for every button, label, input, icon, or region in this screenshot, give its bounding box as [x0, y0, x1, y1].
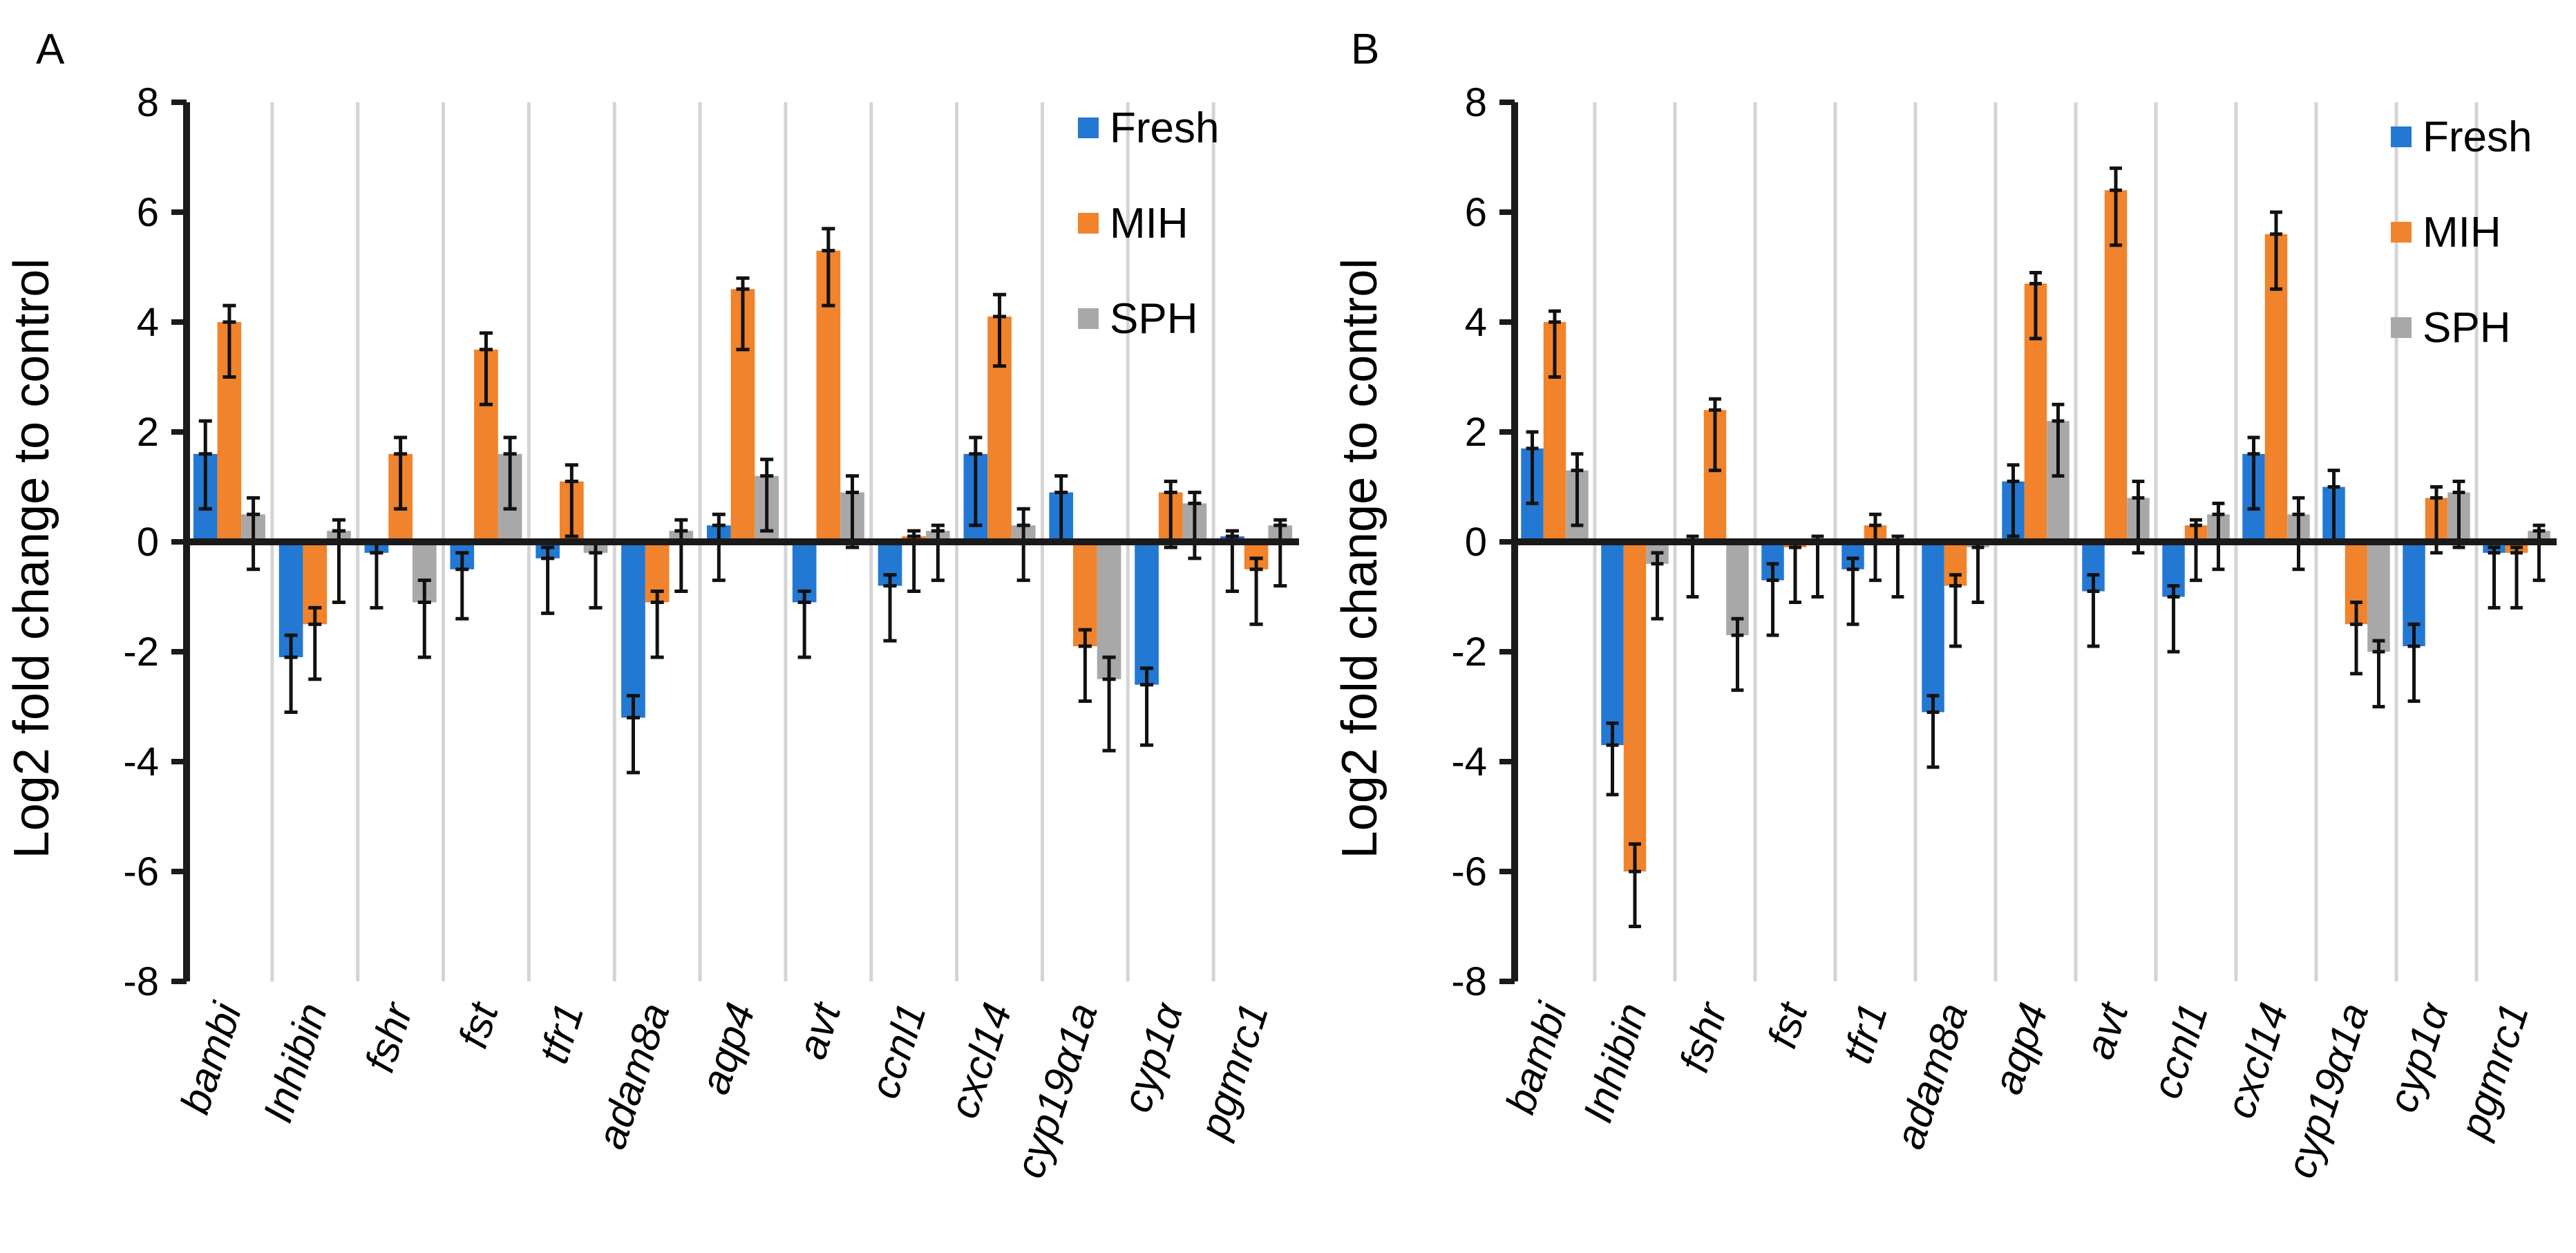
legend-label-mih: MIH — [1110, 200, 1188, 247]
x-category-label: bambi — [171, 997, 251, 1120]
y-tick-label: -6 — [1451, 849, 1487, 894]
bar-sph-cyp19α1a — [2367, 542, 2390, 652]
legend-label-sph: SPH — [1110, 295, 1197, 343]
y-axis-label: Log2 fold change to control — [1332, 258, 1388, 859]
x-category-label: avt — [2076, 996, 2137, 1064]
legend-swatch-fresh — [1078, 117, 1099, 138]
x-category-label: cyp1α — [1113, 997, 1192, 1118]
x-category-label: fst — [1759, 996, 1817, 1053]
legend-swatch-sph — [2391, 317, 2412, 338]
legend-swatch-mih — [1078, 213, 1099, 234]
y-tick-label: 4 — [137, 300, 159, 345]
y-tick-label: 4 — [1465, 300, 1487, 345]
x-category-label: fst — [450, 996, 508, 1053]
y-tick-label: 6 — [137, 190, 159, 235]
y-tick-label: 0 — [1465, 520, 1487, 565]
x-category-label: avt — [788, 996, 850, 1064]
x-category-label: aqp4 — [1984, 997, 2056, 1100]
legend-label-mih: MIH — [2423, 209, 2501, 256]
y-tick-label: 6 — [1465, 190, 1487, 235]
x-category-label: ccnl1 — [2143, 997, 2217, 1104]
y-tick-label: -4 — [1451, 739, 1487, 784]
panel-label: A — [36, 26, 65, 73]
bar-mih-Inhibin — [1623, 542, 1647, 872]
legend-swatch-mih — [2391, 222, 2412, 243]
legend-swatch-fresh — [2391, 126, 2412, 147]
x-category-label: tfr1 — [530, 997, 593, 1068]
x-category-label: bambi — [1497, 997, 1576, 1120]
x-category-label: tfr1 — [1834, 997, 1897, 1068]
legend-label-fresh: Fresh — [2423, 113, 2532, 161]
legend-label-fresh: Fresh — [1110, 104, 1219, 152]
x-category-label: adam8a — [588, 997, 679, 1154]
x-category-label: ccnl1 — [861, 997, 935, 1104]
x-category-label: Inhibin — [254, 997, 336, 1128]
x-category-label: pgmrc1 — [2450, 997, 2537, 1144]
x-category-label: cxcl14 — [940, 997, 1021, 1123]
chart-panel-B: B 8 6 4 2 0 -2 -4 -6 -8 Log2 fold change to contro… — [1332, 26, 2557, 1183]
y-tick-label: -4 — [123, 739, 159, 784]
x-category-label: cyp19α1a — [1006, 997, 1106, 1183]
panel-label: B — [1351, 26, 1379, 73]
bar-fresh-cyp1α — [1135, 542, 1159, 685]
bar-mih-avt — [2104, 190, 2128, 542]
y-tick-label: 0 — [137, 520, 159, 565]
y-tick-label: -2 — [1451, 630, 1487, 675]
x-category-label: fshr — [356, 996, 422, 1077]
x-category-label: Inhibin — [1574, 997, 1656, 1128]
y-tick-label: 8 — [1465, 80, 1487, 125]
y-tick-label: 2 — [1465, 410, 1487, 455]
x-category-label: aqp4 — [691, 997, 764, 1100]
x-category-label: pgmrc1 — [1190, 997, 1277, 1144]
bar-fresh-adam8a — [621, 542, 645, 718]
y-tick-label: -8 — [123, 959, 159, 1004]
x-category-label: cyp1α — [2379, 997, 2458, 1118]
y-tick-label: -6 — [123, 849, 159, 894]
y-tick-label: -8 — [1451, 959, 1487, 1004]
y-tick-label: 2 — [137, 410, 159, 455]
bar-fresh-adam8a — [1922, 542, 1944, 713]
y-tick-label: -2 — [123, 630, 159, 675]
x-category-label: fshr — [1671, 996, 1736, 1077]
x-category-label: adam8a — [1886, 997, 1977, 1154]
legend-label-sph: SPH — [2423, 304, 2510, 352]
bar-fresh-Inhibin — [1601, 542, 1624, 746]
x-category-label: cxcl14 — [2217, 997, 2297, 1123]
y-axis-label: Log2 fold change to control — [4, 258, 59, 859]
chart-panel-A: A 8 6 4 2 0 -2 -4 -6 -8 Log2 fold change to contro… — [4, 26, 1299, 1183]
legend-swatch-sph — [1078, 308, 1099, 329]
y-tick-label: 8 — [137, 80, 159, 125]
